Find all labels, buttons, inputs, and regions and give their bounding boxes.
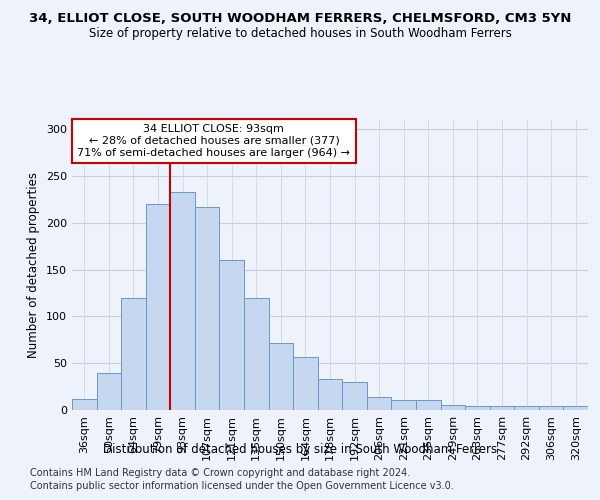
Bar	[514, 406, 539, 410]
Bar	[391, 400, 416, 410]
Bar	[97, 372, 121, 410]
Bar	[367, 397, 391, 410]
Bar	[244, 298, 269, 410]
Bar	[563, 406, 588, 410]
Bar	[465, 406, 490, 410]
Bar	[121, 298, 146, 410]
Text: 34, ELLIOT CLOSE, SOUTH WOODHAM FERRERS, CHELMSFORD, CM3 5YN: 34, ELLIOT CLOSE, SOUTH WOODHAM FERRERS,…	[29, 12, 571, 26]
Text: Contains public sector information licensed under the Open Government Licence v3: Contains public sector information licen…	[30, 481, 454, 491]
Bar	[293, 356, 318, 410]
Bar	[220, 260, 244, 410]
Bar	[539, 406, 563, 410]
Bar	[170, 192, 195, 410]
Text: Contains HM Land Registry data © Crown copyright and database right 2024.: Contains HM Land Registry data © Crown c…	[30, 468, 410, 477]
Bar	[342, 382, 367, 410]
Bar	[490, 406, 514, 410]
Y-axis label: Number of detached properties: Number of detached properties	[28, 172, 40, 358]
Bar	[195, 207, 220, 410]
Bar	[440, 406, 465, 410]
Bar	[416, 400, 440, 410]
Text: Distribution of detached houses by size in South Woodham Ferrers: Distribution of detached houses by size …	[103, 444, 497, 456]
Text: Size of property relative to detached houses in South Woodham Ferrers: Size of property relative to detached ho…	[89, 28, 511, 40]
Text: 34 ELLIOT CLOSE: 93sqm
← 28% of detached houses are smaller (377)
71% of semi-de: 34 ELLIOT CLOSE: 93sqm ← 28% of detached…	[77, 124, 350, 158]
Bar	[318, 379, 342, 410]
Bar	[72, 399, 97, 410]
Bar	[146, 204, 170, 410]
Bar	[269, 342, 293, 410]
